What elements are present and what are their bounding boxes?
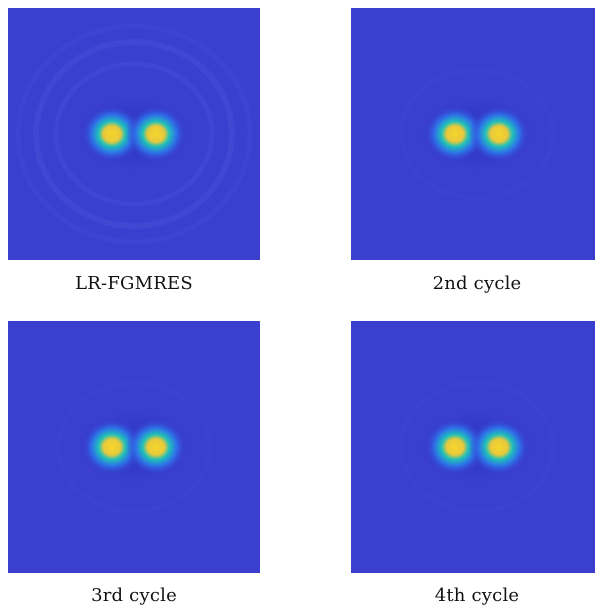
- ringing-artifact: [15, 23, 253, 245]
- heatmap-image: [8, 321, 260, 573]
- ringing-artifact: [53, 61, 215, 207]
- bright-spot: [126, 419, 186, 475]
- bright-spot: [126, 106, 186, 162]
- bright-spot: [469, 419, 529, 475]
- bright-spot: [425, 106, 485, 162]
- caption-lr-fgmres: LR-FGMRES: [75, 273, 193, 294]
- bright-spot: [469, 106, 529, 162]
- caption-3rd-cycle: 3rd cycle: [91, 585, 177, 606]
- ringing-artifact: [377, 46, 577, 222]
- heatmap-image: [8, 8, 260, 260]
- ringing-artifact: [34, 359, 234, 535]
- heatmap-image: [351, 321, 595, 573]
- ringing-artifact: [377, 359, 577, 535]
- panel-lr-fgmres: [8, 8, 260, 260]
- panel-3rd-cycle: [8, 321, 260, 573]
- ringing-artifact: [398, 67, 556, 201]
- bright-spot: [425, 419, 485, 475]
- bright-spot: [82, 106, 142, 162]
- ringing-artifact: [398, 380, 556, 514]
- ringing-artifact: [55, 380, 213, 514]
- heatmap-image: [351, 8, 595, 260]
- panel-4th-cycle: [351, 321, 595, 573]
- ringing-artifact: [33, 39, 235, 229]
- caption-4th-cycle: 4th cycle: [434, 585, 520, 606]
- panel-2nd-cycle: [351, 8, 595, 260]
- caption-2nd-cycle: 2nd cycle: [432, 273, 522, 294]
- bright-spot: [82, 419, 142, 475]
